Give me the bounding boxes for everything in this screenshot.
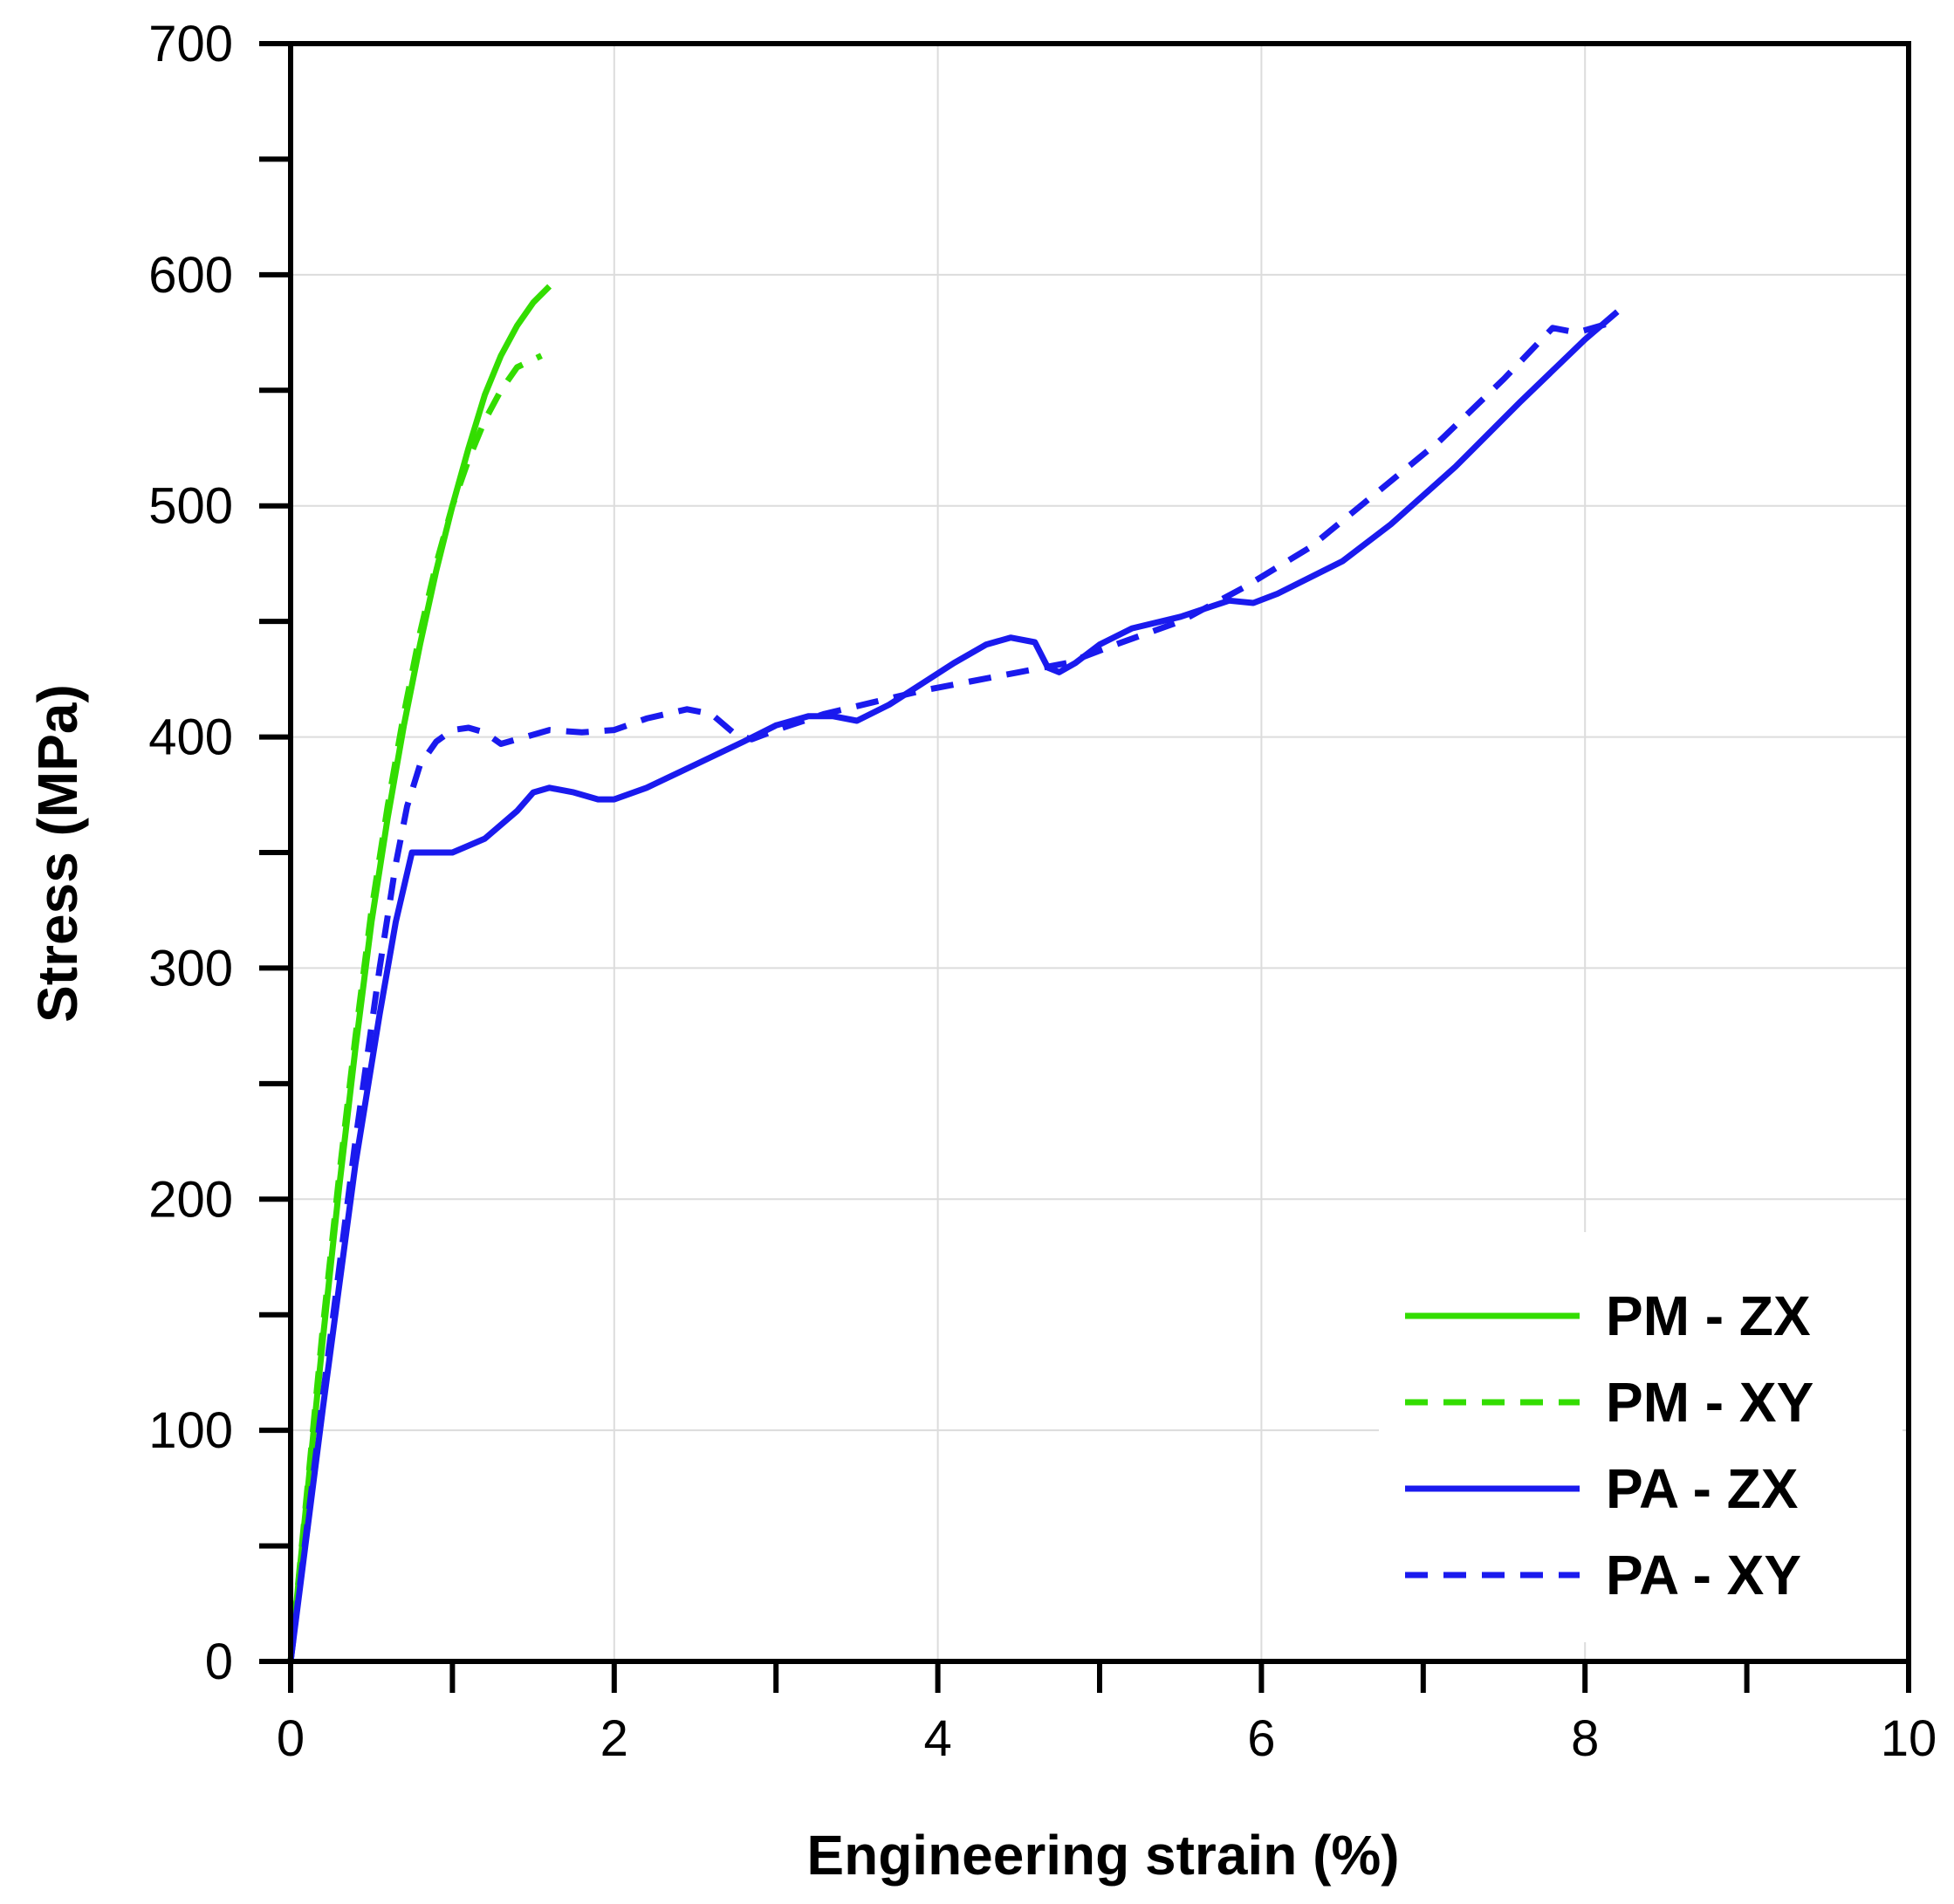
x-tick-label: 2 [600, 1710, 628, 1767]
x-tick-label: 6 [1247, 1710, 1275, 1767]
y-tick-label: 400 [148, 709, 233, 766]
y-tick-label: 700 [148, 16, 233, 72]
x-tick-label: 8 [1571, 1710, 1599, 1767]
grid-layer [291, 44, 1909, 1661]
y-tick-label: 0 [205, 1633, 233, 1690]
series-line-pa-zx [287, 309, 1620, 1662]
series-line-pm-zx [287, 284, 552, 1662]
legend-label-pm-zx: PM - ZX [1606, 1284, 1811, 1347]
y-tick-label: 500 [148, 478, 233, 535]
series-line-pa-xy [287, 318, 1619, 1662]
legend-label-pa-xy: PA - XY [1606, 1544, 1801, 1606]
legend-label-pa-zx: PA - ZX [1606, 1457, 1799, 1520]
y-tick-label: 600 [148, 247, 233, 304]
x-tick-label: 10 [1881, 1710, 1937, 1767]
x-tick-label: 0 [277, 1710, 305, 1767]
series-layer [287, 284, 1620, 1662]
series-line-pm-xy [287, 353, 543, 1662]
y-tick-label: 300 [148, 940, 233, 997]
legend: PM - ZX PM - XY PA - ZX PA - XY [1379, 1232, 1903, 1642]
legend-label-pm-xy: PM - XY [1606, 1371, 1813, 1434]
x-axis-title: Engineering strain (%) [806, 1824, 1399, 1887]
x-tick-label: 4 [923, 1710, 951, 1767]
y-tick-label: 200 [148, 1171, 233, 1228]
y-axis-title: Stress (MPa) [26, 684, 89, 1023]
y-tick-label: 100 [148, 1402, 233, 1459]
